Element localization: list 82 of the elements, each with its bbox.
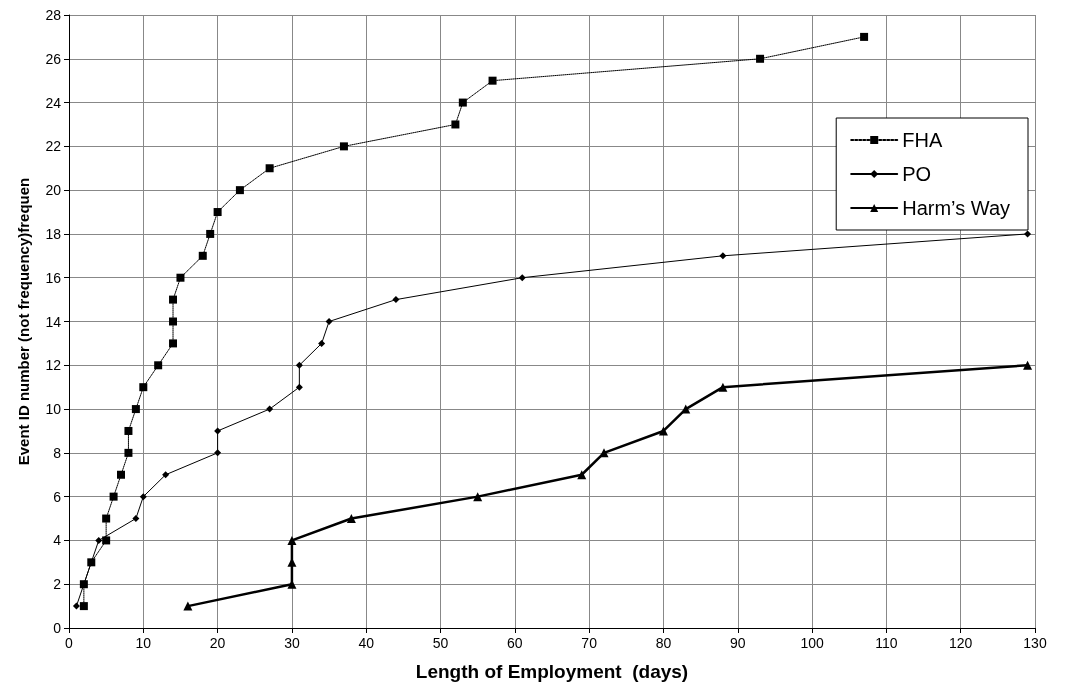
point bbox=[162, 471, 170, 479]
y-tick-label: 20 bbox=[45, 182, 62, 199]
point bbox=[183, 601, 193, 611]
y-tick-label: 24 bbox=[45, 94, 62, 111]
y-tick-label: 26 bbox=[45, 50, 62, 67]
x-tick-label: 0 bbox=[65, 635, 74, 651]
point bbox=[213, 208, 222, 217]
point bbox=[451, 120, 460, 129]
y-tick-label: 6 bbox=[53, 488, 62, 505]
y-tick-label: 16 bbox=[45, 269, 62, 286]
point bbox=[325, 318, 333, 325]
y-tick-label: 18 bbox=[45, 225, 62, 242]
x-tick-label: 100 bbox=[800, 635, 824, 651]
point bbox=[266, 405, 274, 413]
y-tick-label: 14 bbox=[45, 313, 62, 330]
point bbox=[681, 404, 691, 414]
point bbox=[79, 602, 88, 611]
point bbox=[860, 32, 869, 41]
x-tick-label: 10 bbox=[135, 635, 152, 651]
y-tick-label: 0 bbox=[53, 620, 62, 636]
point bbox=[169, 339, 178, 348]
point bbox=[1024, 230, 1032, 238]
point bbox=[458, 98, 467, 107]
point bbox=[488, 76, 497, 85]
point bbox=[95, 536, 103, 544]
x-tick-label: 130 bbox=[1023, 635, 1047, 651]
point bbox=[131, 405, 140, 414]
y-tick-label: 22 bbox=[45, 138, 62, 155]
x-tick-label: 70 bbox=[581, 635, 598, 651]
x-tick-label: 20 bbox=[209, 635, 226, 651]
x-tick-label: 80 bbox=[655, 635, 672, 651]
point bbox=[295, 383, 303, 391]
point bbox=[206, 229, 215, 238]
point bbox=[132, 515, 140, 523]
point bbox=[139, 383, 148, 392]
point bbox=[318, 339, 326, 347]
x-tick-label: 50 bbox=[432, 635, 449, 651]
legend-label: Harm’s Way bbox=[902, 197, 1011, 219]
point bbox=[718, 382, 728, 392]
point bbox=[599, 448, 609, 458]
point bbox=[235, 186, 244, 195]
point bbox=[756, 54, 765, 63]
x-tick-label: 90 bbox=[729, 635, 746, 651]
y-tick-label: 4 bbox=[53, 532, 62, 549]
point bbox=[719, 252, 727, 260]
point bbox=[109, 492, 118, 501]
x-tick-label: 30 bbox=[284, 635, 300, 651]
point bbox=[518, 274, 526, 282]
point bbox=[1023, 360, 1033, 370]
point bbox=[287, 535, 297, 545]
point bbox=[198, 251, 207, 260]
y-tick-label: 10 bbox=[45, 401, 62, 418]
point bbox=[102, 536, 111, 545]
point bbox=[154, 361, 163, 370]
point bbox=[346, 514, 356, 524]
point bbox=[214, 449, 222, 457]
point bbox=[169, 317, 178, 326]
point bbox=[124, 426, 133, 435]
point bbox=[139, 493, 147, 501]
point bbox=[265, 164, 274, 173]
y-tick-label: 8 bbox=[53, 444, 62, 461]
y-tick-label: 12 bbox=[45, 357, 62, 374]
x-axis-title: Length of Employment (days) bbox=[415, 661, 689, 682]
x-tick-label: 60 bbox=[507, 635, 523, 651]
y-tick-label: 2 bbox=[53, 576, 62, 593]
point bbox=[169, 295, 178, 304]
x-tick-label: 40 bbox=[358, 635, 375, 651]
y-axis-title: Event ID number (not frequency)frequen bbox=[15, 177, 32, 466]
point bbox=[102, 514, 111, 523]
point bbox=[124, 448, 133, 457]
point bbox=[214, 427, 222, 435]
point bbox=[392, 296, 400, 304]
y-tick-label: 28 bbox=[45, 7, 62, 23]
point bbox=[176, 273, 185, 282]
legend-label: PO bbox=[902, 163, 932, 185]
x-tick-label: 120 bbox=[949, 635, 973, 651]
point bbox=[72, 602, 80, 610]
point bbox=[117, 470, 126, 479]
x-tick-label: 110 bbox=[875, 635, 898, 651]
point bbox=[295, 361, 303, 369]
point bbox=[339, 142, 348, 151]
legend-label: FHA bbox=[902, 129, 943, 151]
